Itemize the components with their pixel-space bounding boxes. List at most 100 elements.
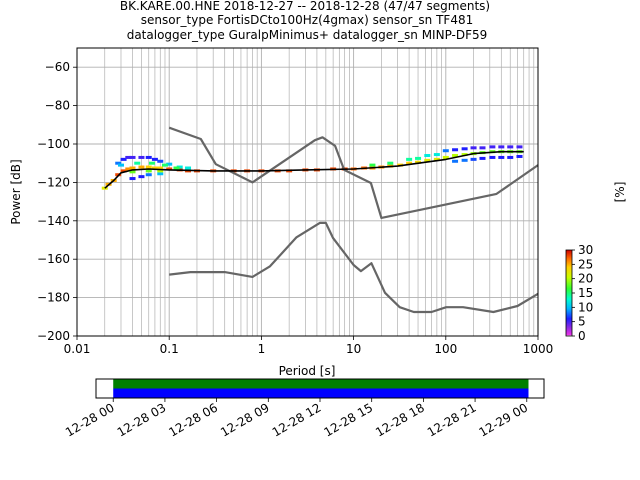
density-cell: [516, 145, 523, 149]
density-cell: [433, 157, 440, 161]
y-ticks: −60 −80 −100 −120 −140 −160 −180 −200: [37, 60, 77, 343]
density-cell: [452, 159, 459, 163]
ppsd-plot: 0.01 0.1 1 10 100 1000 −60 −80 −100 −120 −140 −160…: [9, 47, 554, 378]
density-cell: [157, 166, 164, 170]
density-cell: [369, 163, 376, 167]
density-cell: [176, 165, 183, 169]
density-cell: [138, 175, 145, 179]
density-cell: [166, 167, 173, 171]
density-cell: [452, 154, 459, 158]
density-cell: [145, 155, 152, 159]
plot-frame: [76, 47, 539, 337]
density-cell: [138, 155, 145, 159]
density-cell: [461, 153, 468, 157]
x-tick-label: 100: [434, 342, 457, 356]
density-cell: [479, 156, 486, 160]
y-tick-label: −80: [45, 99, 70, 113]
x-tick-label: 10: [346, 342, 361, 356]
density-cell: [424, 158, 431, 162]
density-cell: [125, 167, 132, 171]
y-tick-label: −100: [37, 137, 70, 151]
colorbar-tick-label: 20: [578, 272, 593, 286]
density-cell: [516, 154, 523, 158]
timeline-bars: [113, 379, 529, 398]
density-cell: [151, 157, 158, 161]
density-cell: [145, 169, 152, 173]
x-tick-label: 1000: [523, 342, 554, 356]
density-cell: [120, 169, 127, 173]
density-cell: [166, 162, 173, 166]
colorbar-tick-label: 0: [578, 329, 586, 343]
colorbar-tick-label: 5: [578, 315, 586, 329]
title-line-2: sensor_type FortisDCto100Hz(4gmax) senso…: [141, 13, 473, 27]
colorbar-gradient: [565, 249, 573, 337]
x-axis-label: Period [s]: [279, 364, 336, 378]
density-cell: [470, 157, 477, 161]
y-tick-label: −60: [45, 60, 70, 74]
colorbar-tick-label: 30: [578, 243, 593, 257]
density-cell: [406, 161, 413, 165]
x-tick-label: 1: [258, 342, 266, 356]
y-tick-label: −140: [37, 214, 70, 228]
density-cell: [424, 154, 431, 158]
density-cell: [498, 145, 505, 149]
density-cell: [489, 145, 496, 149]
x-ticks: 0.01 0.1 1 10 100 1000: [64, 336, 554, 356]
plot-grid: [77, 48, 538, 336]
density-cell: [101, 186, 108, 190]
x-tick-label: 0.1: [160, 342, 179, 356]
density-cell: [173, 166, 180, 170]
processed-segments-bar: [113, 388, 529, 398]
density-cell: [507, 155, 514, 159]
density-cell: [138, 165, 145, 169]
colorbar-tick-label: 10: [578, 300, 593, 314]
density-cell: [442, 155, 449, 159]
y-tick-label: −200: [37, 329, 70, 343]
density-cell: [461, 147, 468, 151]
density-cell: [157, 172, 164, 176]
density-cell: [406, 157, 413, 161]
density-cell: [117, 163, 124, 167]
density-cell: [145, 165, 152, 169]
density-cell: [415, 160, 422, 164]
density-cell: [129, 166, 136, 170]
density-cell: [433, 153, 440, 157]
density-cell: [129, 177, 136, 181]
colorbar-tick-label: 25: [578, 257, 593, 271]
density-cell: [507, 145, 514, 149]
density-cell: [157, 169, 164, 173]
y-tick-label: −120: [37, 175, 70, 189]
x-tick-label: 0.01: [64, 342, 91, 356]
density-cell: [120, 157, 127, 161]
density-cell: [489, 155, 496, 159]
mode-line: [104, 150, 524, 189]
density-cell: [148, 161, 155, 165]
density-cell: [125, 155, 132, 159]
density-cell: [134, 161, 141, 165]
title-line-1: BK.KARE.00.HNE 2018-12-27 -- 2018-12-28 …: [120, 0, 490, 13]
colorbar-tick-label: 15: [578, 286, 593, 300]
y-axis-label: Power [dB]: [9, 159, 23, 224]
density-cell: [461, 158, 468, 162]
y-tick-label: −160: [37, 252, 70, 266]
y-tick-label: −180: [37, 291, 70, 305]
density-cell: [479, 146, 486, 150]
title-line-3: datalogger_type GuralpMinimus+ datalogge…: [127, 28, 488, 42]
density-cell: [387, 161, 394, 165]
density-cell: [470, 146, 477, 150]
density-cell: [415, 156, 422, 160]
density-cell: [145, 173, 152, 177]
data-availability-bar: [113, 379, 529, 389]
density-cell: [129, 170, 136, 174]
density-cell: [157, 159, 164, 163]
new-high-noise-model-line: [168, 126, 539, 219]
density-cell: [115, 161, 122, 165]
density-cell: [452, 148, 459, 152]
new-low-noise-model-line: [169, 221, 539, 314]
plot-lines: [104, 126, 539, 314]
density-cell: [185, 166, 192, 170]
colorbar-label: [%]: [613, 182, 627, 203]
